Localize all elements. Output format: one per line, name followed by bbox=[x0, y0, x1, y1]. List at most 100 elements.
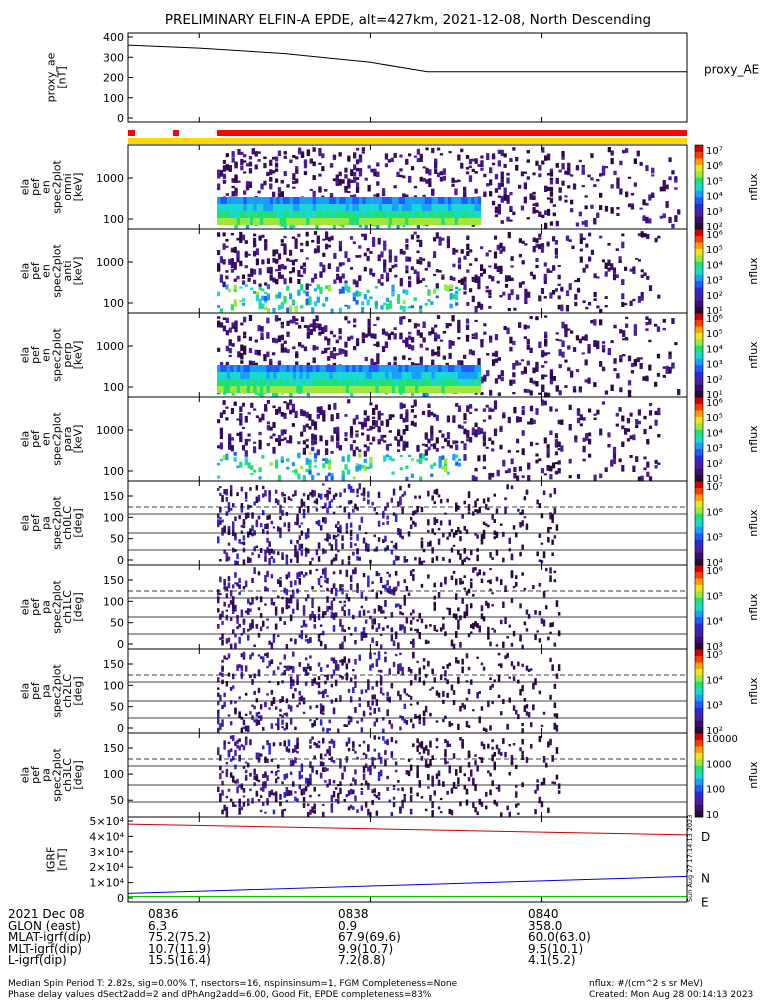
heatmap-cell bbox=[341, 624, 344, 632]
heatmap-cell bbox=[523, 325, 527, 329]
heatmap-cell bbox=[355, 211, 360, 218]
heatmap-cell bbox=[302, 609, 306, 616]
heatmap-cell bbox=[405, 218, 409, 225]
heatmap-cell bbox=[377, 707, 381, 712]
heatmap-cell bbox=[402, 339, 406, 344]
heatmap-cell bbox=[280, 456, 284, 461]
heatmap-cell bbox=[465, 680, 469, 683]
heatmap-cell bbox=[264, 549, 267, 556]
heatmap-cell bbox=[538, 295, 542, 302]
heatmap-cell bbox=[283, 665, 286, 668]
heatmap-cell bbox=[527, 475, 531, 481]
heatmap-cell bbox=[225, 193, 229, 196]
heatmap-cell bbox=[349, 696, 353, 703]
heatmap-cell bbox=[352, 211, 356, 218]
heatmap-cell bbox=[325, 372, 330, 379]
heatmap-cell bbox=[358, 211, 363, 218]
heatmap-cell bbox=[613, 324, 617, 329]
heatmap-cell bbox=[307, 672, 310, 675]
heatmap-cell bbox=[626, 428, 630, 432]
heatmap-cell bbox=[413, 155, 418, 158]
heatmap-cell bbox=[272, 636, 276, 643]
heatmap-cell bbox=[494, 378, 499, 384]
heatmap-cell bbox=[335, 218, 340, 225]
heatmap-cell bbox=[401, 612, 404, 616]
heatmap-cell bbox=[225, 284, 229, 290]
heatmap-cell bbox=[277, 192, 282, 200]
heatmap-cell bbox=[402, 417, 406, 423]
heatmap-cell bbox=[465, 613, 469, 617]
heatmap-cell bbox=[316, 197, 320, 204]
heatmap-cell bbox=[240, 211, 244, 218]
heatmap-cell bbox=[575, 369, 580, 373]
heatmap-cell bbox=[480, 578, 484, 584]
heatmap-cell bbox=[497, 674, 501, 682]
heatmap-cell bbox=[403, 630, 406, 634]
heatmap-cell bbox=[419, 153, 423, 158]
heatmap-cell bbox=[375, 546, 379, 552]
heatmap-cell bbox=[338, 348, 342, 355]
heatmap-cell bbox=[283, 340, 287, 344]
heatmap-cell bbox=[257, 687, 261, 694]
heatmap-cell bbox=[419, 476, 423, 482]
heatmap-cell bbox=[467, 372, 472, 379]
heatmap-cell bbox=[366, 428, 370, 431]
heatmap-cell bbox=[269, 204, 274, 211]
heatmap-cell bbox=[223, 549, 226, 554]
heatmap-cell bbox=[368, 197, 373, 204]
heatmap-cell bbox=[476, 509, 479, 514]
heatmap-cell bbox=[289, 539, 293, 545]
panel-spec-anti-colorbar-band bbox=[695, 306, 703, 314]
heatmap-cell bbox=[401, 386, 406, 393]
heatmap-cell bbox=[286, 211, 290, 218]
heatmap-cell bbox=[466, 251, 470, 256]
heatmap-cell bbox=[500, 196, 504, 203]
heatmap-cell bbox=[264, 556, 267, 562]
heatmap-cell bbox=[397, 603, 400, 607]
heatmap-cell bbox=[388, 668, 391, 675]
heatmap-cell bbox=[525, 609, 529, 615]
heatmap-cell bbox=[281, 492, 284, 497]
heatmap-cell bbox=[264, 580, 267, 583]
heatmap-cell bbox=[248, 156, 253, 160]
heatmap-cell bbox=[373, 652, 376, 655]
heatmap-cell bbox=[316, 218, 320, 225]
heatmap-cell bbox=[383, 259, 387, 265]
heatmap-cell bbox=[483, 173, 487, 178]
heatmap-cell bbox=[513, 406, 517, 414]
heatmap-cell bbox=[437, 591, 441, 598]
heatmap-cell bbox=[251, 704, 254, 708]
heatmap-cell bbox=[317, 556, 321, 562]
heatmap-cell bbox=[333, 279, 337, 284]
heatmap-cell bbox=[238, 636, 241, 644]
heatmap-cell bbox=[502, 699, 505, 704]
heatmap-cell bbox=[366, 466, 370, 470]
heatmap-cell bbox=[403, 579, 406, 584]
heatmap-cell bbox=[480, 431, 484, 434]
heatmap-cell bbox=[298, 634, 301, 638]
heatmap-cell bbox=[397, 449, 401, 453]
heatmap-cell bbox=[515, 360, 519, 366]
heatmap-cell bbox=[503, 187, 507, 194]
heatmap-cell bbox=[399, 496, 402, 503]
heatmap-cell bbox=[266, 258, 270, 264]
heatmap-cell bbox=[385, 204, 389, 211]
heatmap-cell bbox=[509, 346, 513, 352]
heatmap-cell bbox=[280, 179, 284, 184]
heatmap-cell bbox=[305, 298, 309, 306]
heatmap-cell bbox=[242, 618, 246, 623]
heatmap-cell bbox=[380, 420, 384, 426]
heatmap-cell bbox=[524, 298, 528, 302]
heatmap-cell bbox=[506, 216, 510, 222]
heatmap-cell bbox=[242, 559, 246, 565]
heatmap-cell bbox=[444, 461, 448, 467]
heatmap-cell bbox=[375, 204, 379, 211]
heatmap-cell bbox=[431, 686, 434, 690]
heatmap-cell bbox=[544, 339, 548, 345]
heatmap-cell bbox=[236, 275, 240, 280]
heatmap-cell bbox=[353, 324, 357, 328]
heatmap-cell bbox=[382, 584, 385, 589]
heatmap-cell bbox=[234, 532, 237, 539]
heatmap-cell bbox=[338, 262, 342, 267]
heatmap-cell bbox=[253, 233, 257, 237]
